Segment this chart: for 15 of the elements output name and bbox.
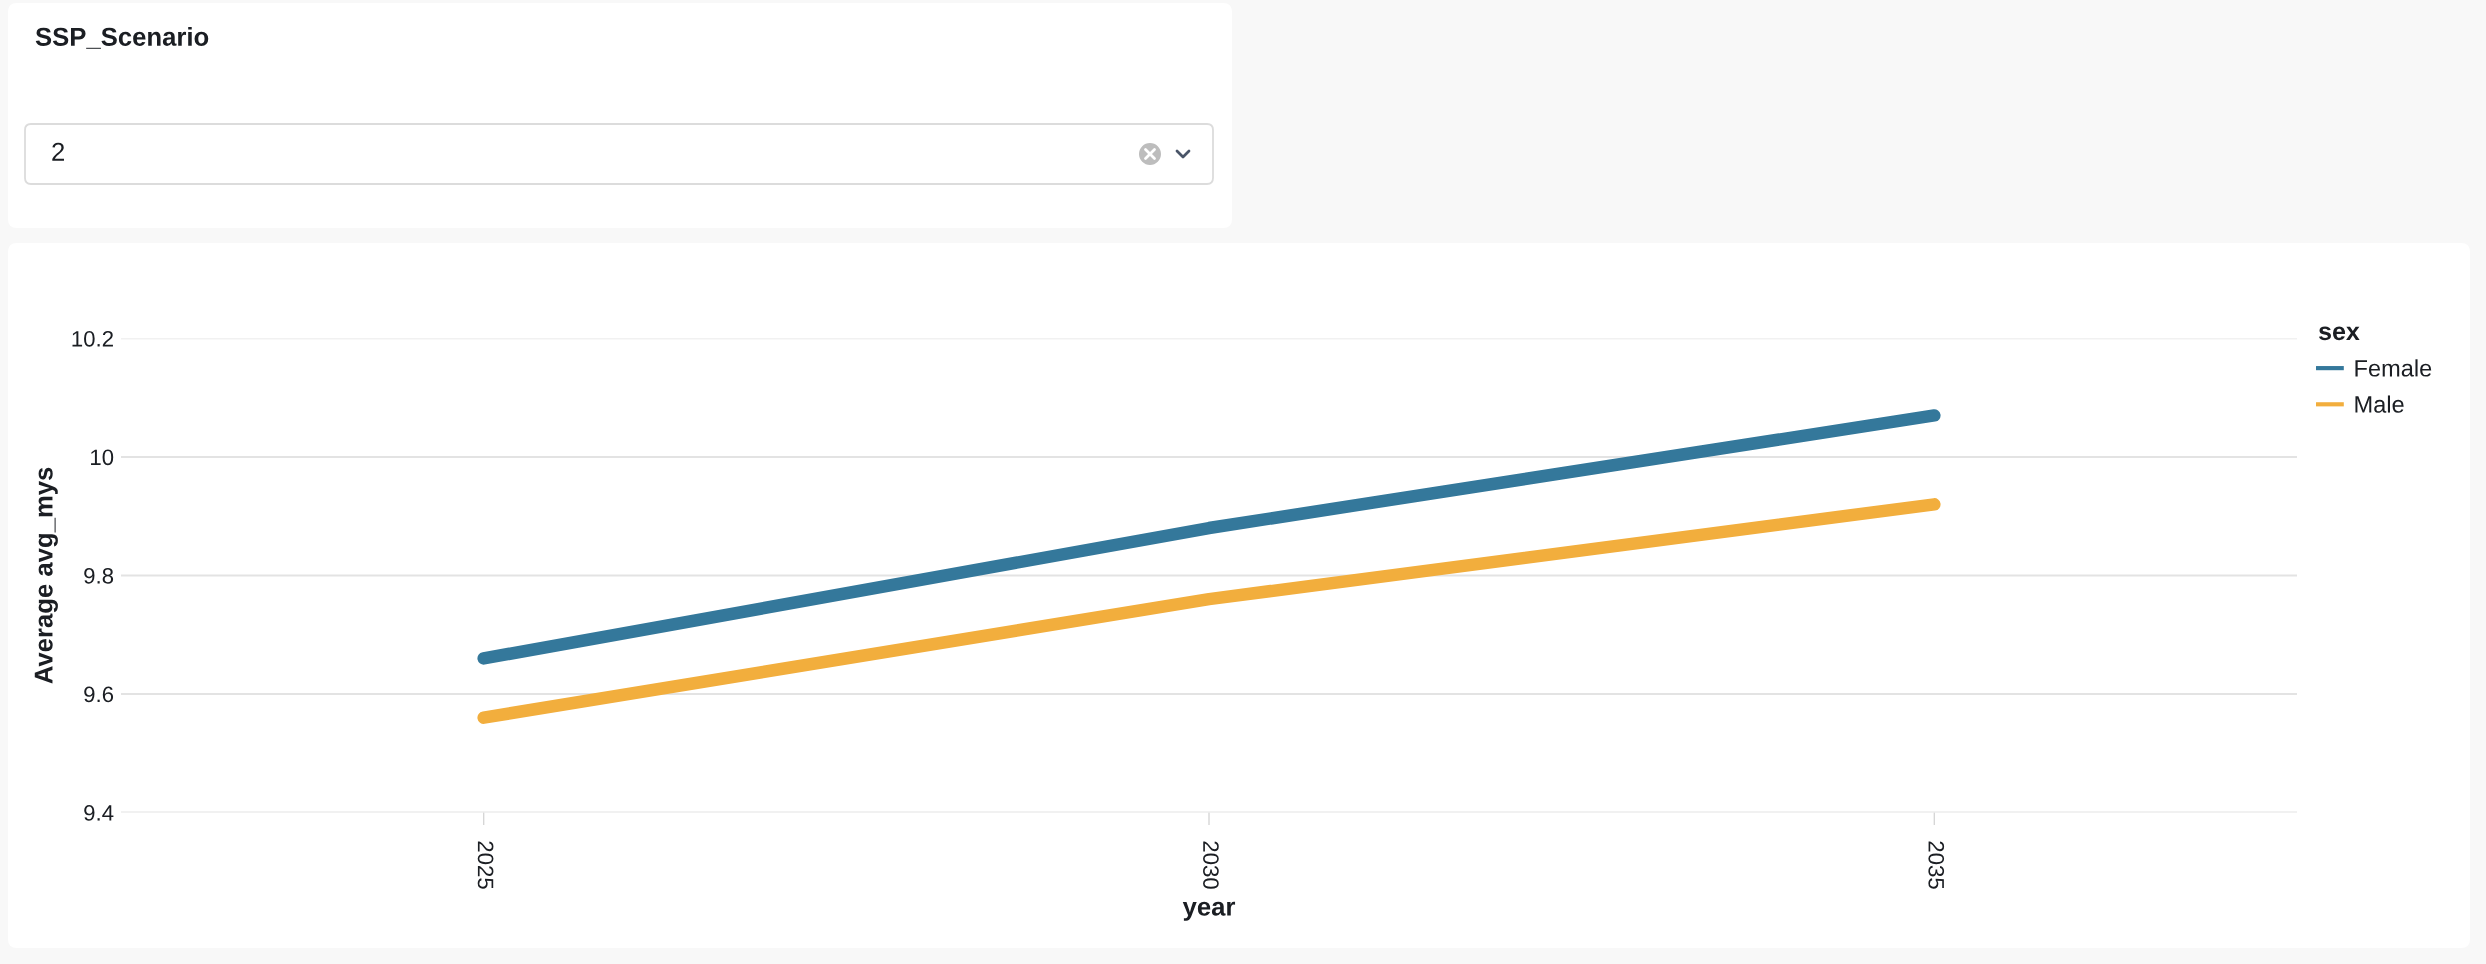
y-tick-label: 10.2 — [72, 330, 113, 347]
text: SSP_Scenario — [35, 27, 209, 49]
y-tick-label: 10 — [91, 449, 114, 466]
y-tick-label: 9.4 — [84, 805, 114, 821]
x-tick-label: 2030 — [1203, 841, 1219, 889]
legend-label: Male — [2355, 395, 2404, 413]
x-axis-title: year — [1182, 901, 1236, 921]
y-tick-label: 9.6 — [84, 686, 114, 703]
x-tick-label: 2035 — [1928, 841, 1945, 889]
text: 2 — [52, 142, 64, 161]
legend-title: sex — [2318, 326, 2360, 341]
y-axis-title: Average avg_mys — [34, 467, 58, 684]
y-tick-label: 9.8 — [84, 567, 114, 584]
x-tick-label: 2025 — [477, 841, 494, 889]
legend-label: Female — [2355, 359, 2432, 377]
